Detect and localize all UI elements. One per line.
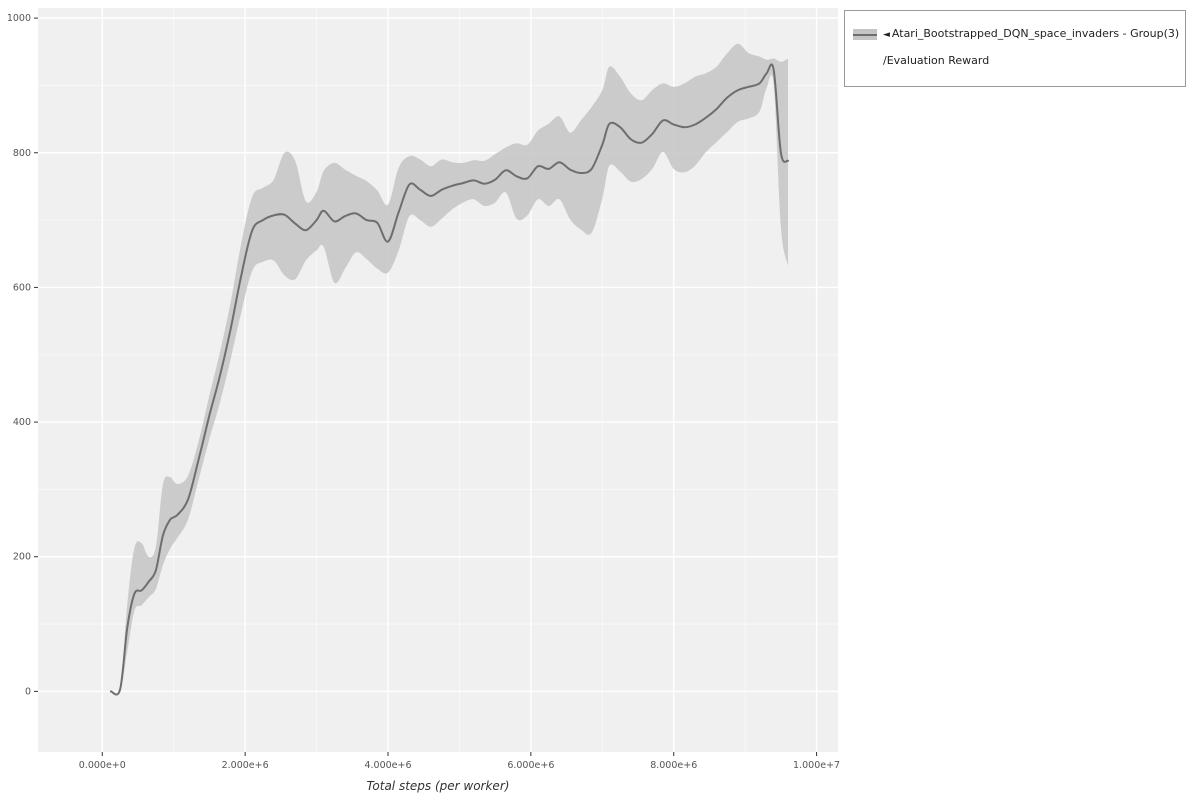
legend-run-name: Atari_Bootstrapped_DQN_space_invaders - … [891, 27, 1180, 40]
x-tick-label: 6.000e+6 [507, 760, 554, 771]
x-tick-label: 1.000e+7 [793, 760, 840, 771]
x-tick-label: 8.000e+6 [650, 760, 697, 771]
legend-line-icon [853, 33, 877, 36]
x-tick-label: 2.000e+6 [222, 760, 269, 771]
confidence-band [110, 43, 788, 695]
legend-box[interactable]: ◄ Atari_Bootstrapped_DQN_space_invaders -… [844, 10, 1186, 87]
evaluation-reward-chart: 0.000e+0 2.000e+6 4.000e+6 6.000e+6 8.000e+6… [7, 8, 840, 771]
y-tick-label: 600 [13, 282, 31, 293]
y-tick-label: 800 [13, 148, 31, 159]
y-tick-label: 200 [13, 552, 31, 563]
legend-series-swatch [853, 29, 877, 40]
x-tick-label: 4.000e+6 [364, 760, 411, 771]
series-line [109, 63, 789, 696]
chart-area: 0.000e+0 2.000e+6 4.000e+6 6.000e+6 8.000e+6… [7, 8, 840, 793]
legend-label: ◄ Atari_Bootstrapped_DQN_space_invaders -… [883, 21, 1179, 74]
gridlines [38, 8, 838, 752]
axis-labels: 0.000e+0 2.000e+6 4.000e+6 6.000e+6 8.000e+6… [7, 13, 840, 771]
y-tick-label: 0 [25, 686, 31, 697]
y-tick-label: 400 [13, 417, 31, 428]
x-axis-title: Total steps (per worker) [366, 779, 510, 793]
y-tick-label: 1000 [7, 13, 31, 24]
collapse-arrow-icon[interactable]: ◄ [883, 30, 890, 40]
legend-run-row: ◄ Atari_Bootstrapped_DQN_space_invaders -… [883, 21, 1179, 48]
x-tick-label: 0.000e+0 [79, 760, 126, 771]
legend-metric-name: /Evaluation Reward [883, 54, 990, 67]
